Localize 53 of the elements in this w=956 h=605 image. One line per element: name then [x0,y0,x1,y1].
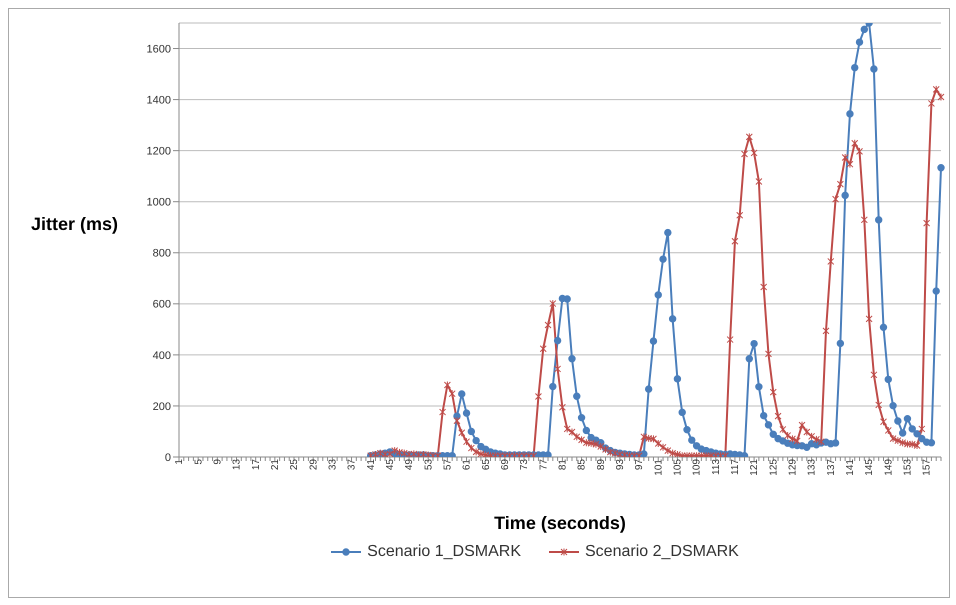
y-tick-label: 1400 [146,94,171,106]
y-tick-label: 1600 [146,43,171,56]
x-tick-label: 105 [672,458,684,476]
x-tick-label: 73 [519,458,530,470]
x-tick-label: 53 [423,458,434,470]
x-tick-label: 1 [174,458,186,465]
x-tick-label: 93 [615,458,626,470]
x-tick-label: 141 [845,458,856,476]
x-tick-label: 41 [366,458,377,470]
x-tick-label: 65 [480,458,492,470]
x-tick-label: 149 [883,458,894,476]
x-tick-label: 69 [500,458,511,470]
x-tick-label: 117 [730,458,742,475]
y-tick-label: 1200 [146,146,171,158]
x-tick-label: 5 [193,458,204,465]
x-tick-label: 29 [308,458,320,470]
x-tick-label: 109 [692,458,703,476]
y-tick-label: 200 [152,400,171,413]
x-tick-label: 153 [902,458,914,476]
x-tick-label: 45 [384,458,396,470]
x-tick-label: 113 [710,458,722,475]
x-tick-label: 97 [634,458,646,470]
x-tick-label: 13 [232,458,243,470]
y-tick-label: 0 [164,452,171,464]
x-tick-label: 125 [768,458,780,476]
x-tick-label: 33 [327,458,338,470]
x-tick-label: 129 [788,458,799,476]
y-tick-label: 400 [152,350,171,362]
x-tick-label: 17 [250,458,262,470]
x-tick-label: 121 [749,458,760,476]
x-tick-label: 157 [922,458,933,476]
x-axis-title: Time (seconds) [494,513,626,533]
legend-label: Scenario 2_DSMARK [585,543,739,561]
x-tick-label: 21 [270,458,281,470]
legend-label: Scenario 1_DSMARK [367,543,521,561]
x-tick-label: 61 [462,458,473,470]
x-tick-label: 49 [404,458,416,470]
x-tick-label: 89 [596,458,607,470]
y-axis-title: Jitter (ms) [31,214,118,235]
x-tick-label: 101 [653,458,664,476]
x-tick-label: 9 [212,458,224,465]
x-tick-label: 133 [806,458,818,476]
x-tick-label: 85 [576,458,588,470]
x-tick-label: 77 [538,458,550,470]
x-tick-label: 81 [557,458,568,470]
x-tick-label: 37 [346,458,358,470]
y-tick-label: 600 [152,298,171,311]
x-tick-label: 25 [289,458,300,470]
x-tick-label: 137 [826,458,837,476]
y-tick-label: 1000 [146,196,171,209]
y-tick-label: 800 [152,248,171,260]
x-tick-label: 57 [442,458,454,470]
x-tick-label: 145 [864,458,876,476]
